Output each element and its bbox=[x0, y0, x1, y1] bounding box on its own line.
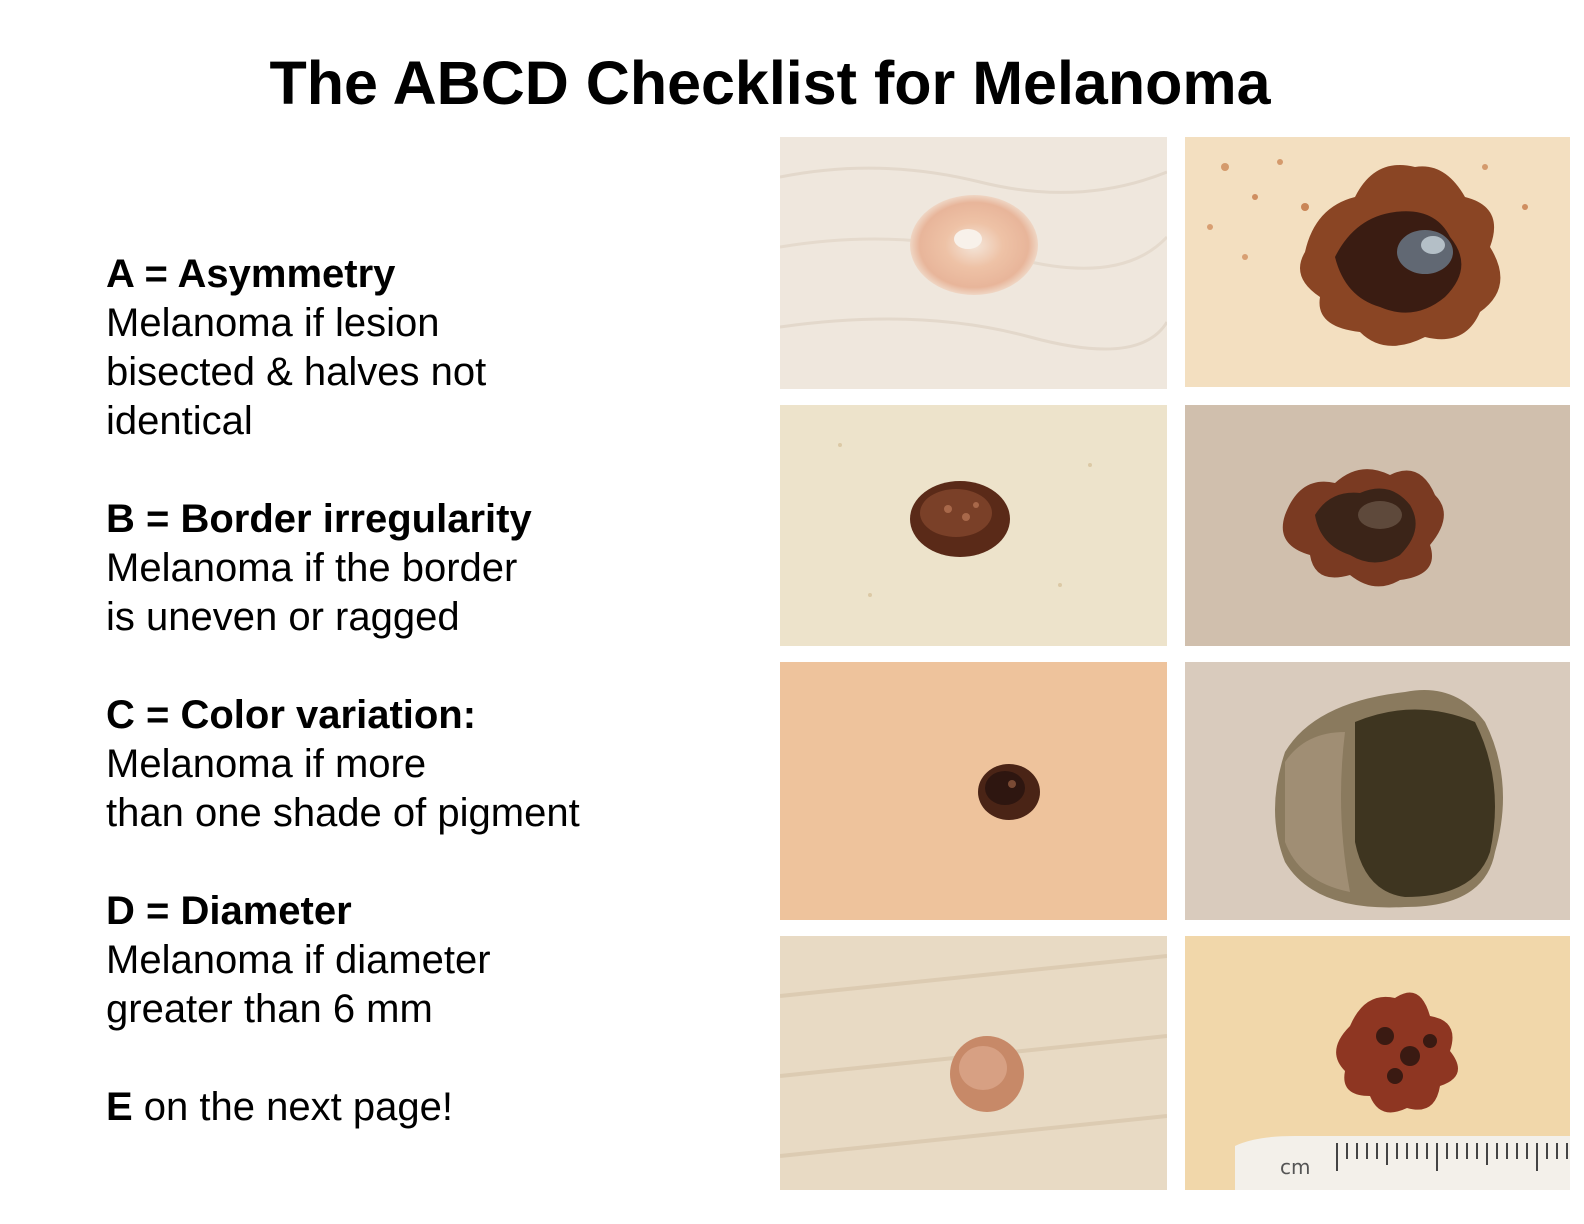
ruler-unit-label: cm bbox=[1280, 1155, 1311, 1179]
page-title: The ABCD Checklist for Melanoma bbox=[269, 49, 1271, 117]
footer-letter: E bbox=[106, 1085, 133, 1129]
item-description-line: Melanoma if the border bbox=[106, 546, 518, 590]
photo-benign-regular-border-mole bbox=[780, 405, 1167, 646]
photo-melanoma-irregular-border bbox=[1185, 405, 1570, 646]
abcd-checklist: A = Asymmetry Melanoma if lesion bisecte… bbox=[106, 250, 726, 1132]
photo-benign-uniform-color-mole bbox=[780, 662, 1167, 920]
ruler: cm bbox=[1280, 1141, 1570, 1181]
item-heading: C = Color variation: bbox=[106, 693, 477, 737]
item-description-line: is uneven or ragged bbox=[106, 595, 460, 639]
item-heading: B = Border irregularity bbox=[106, 497, 532, 541]
photo-melanoma-large-diameter: cm bbox=[1185, 936, 1570, 1190]
checklist-item-border: B = Border irregularity Melanoma if the … bbox=[106, 495, 726, 642]
photo-benign-small-diameter-mole bbox=[780, 936, 1167, 1190]
item-heading: D = Diameter bbox=[106, 889, 352, 933]
footer-text: on the next page! bbox=[132, 1085, 453, 1129]
item-heading: A = Asymmetry bbox=[106, 252, 396, 296]
item-description-line: identical bbox=[106, 399, 253, 443]
item-description-line: greater than 6 mm bbox=[106, 987, 433, 1031]
item-description-line: Melanoma if diameter bbox=[106, 938, 491, 982]
photo-melanoma-asymmetric bbox=[1185, 137, 1570, 387]
item-description-line: Melanoma if more bbox=[106, 742, 427, 786]
item-description-line: Melanoma if lesion bbox=[106, 301, 440, 345]
item-description-line: than one shade of pigment bbox=[106, 791, 580, 835]
checklist-item-color: C = Color variation: Melanoma if more th… bbox=[106, 691, 726, 838]
checklist-item-diameter: D = Diameter Melanoma if diameter greate… bbox=[106, 887, 726, 1034]
photo-melanoma-color-variation bbox=[1185, 662, 1570, 920]
checklist-item-asymmetry: A = Asymmetry Melanoma if lesion bisecte… bbox=[106, 250, 726, 446]
next-page-note: E on the next page! bbox=[106, 1083, 726, 1132]
ruler-ticks bbox=[1336, 1143, 1568, 1171]
photo-benign-symmetric-mole bbox=[780, 137, 1167, 389]
item-description-line: bisected & halves not bbox=[106, 350, 487, 394]
